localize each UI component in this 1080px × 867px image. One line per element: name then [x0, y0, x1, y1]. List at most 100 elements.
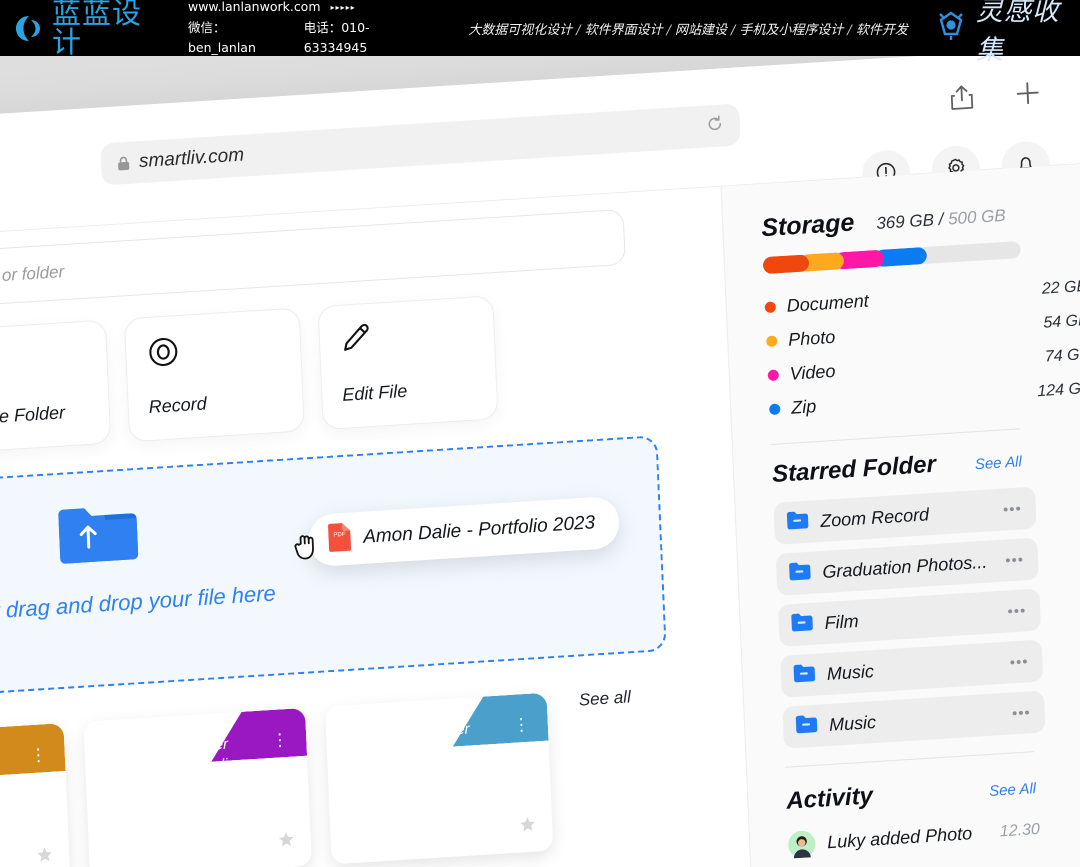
folder-card[interactable]: Forcasting October 2023 by Amon Dalie La… [83, 708, 311, 867]
activity-title: Activity [785, 782, 874, 815]
services-list: 大数据可视化设计 / 软件界面设计 / 网站建设 / 手机及小程序设计 / 软件开发 [468, 22, 908, 38]
plus-icon[interactable] [1014, 79, 1041, 112]
reload-icon[interactable] [705, 114, 724, 138]
more-vertical-icon[interactable]: ⋮ [29, 745, 48, 766]
activity-text: Luky added Photo [826, 823, 973, 853]
folder-card-edited: Last edited 13.00 [346, 824, 459, 848]
starred-see-all[interactable]: See All [974, 453, 1023, 474]
folder-name: Graduation Photos... [821, 551, 988, 582]
legend-value: 74 GB [1044, 345, 1080, 366]
browser-window: smartliv.com [0, 56, 1080, 867]
star-icon[interactable] [277, 831, 295, 854]
edit-file-label: Edit File [341, 380, 408, 405]
pdf-icon: PDF [326, 521, 353, 558]
folder-card-title: Forcasting October 2023 by Susanti [341, 720, 470, 766]
star-icon[interactable] [519, 816, 537, 839]
brand-logo: 蓝蓝设计 [14, 0, 164, 57]
mockup-stage: smartliv.com [0, 56, 1080, 867]
quick-actions: Upload Create Folder Record [0, 281, 730, 469]
service-item: 大数据可视化设计 [468, 22, 573, 38]
storage-segment-document [762, 254, 810, 275]
ellipsis-icon[interactable]: ••• [1007, 601, 1027, 621]
main-column: Upload Create Folder Record [0, 187, 759, 867]
legend-label: Video [789, 360, 836, 384]
url-text: smartliv.com [138, 144, 245, 173]
service-item: 网站建设 [675, 22, 728, 38]
legend-label: Zip [790, 395, 817, 418]
legend-dot [764, 300, 777, 313]
avatar [787, 830, 816, 859]
storage-title: Storage [760, 208, 855, 243]
legend-label: Photo [787, 326, 836, 350]
activity-section: Activity See All Luky added Photo 12.30 [786, 768, 1080, 859]
folder-icon [788, 560, 812, 587]
star-icon[interactable] [36, 846, 54, 867]
list-item[interactable]: Graduation Photos... ••• [775, 537, 1039, 596]
side-panel: Storage 369 GB / 500 GB [720, 161, 1080, 867]
list-item[interactable]: Film ••• [777, 588, 1042, 647]
panel-divider [784, 751, 1035, 768]
folder-name: Film [824, 610, 860, 633]
dropzone-label: Click or drag and drop your file here [0, 580, 277, 627]
activity-item[interactable]: Luky added Photo 12.30 [787, 816, 1041, 859]
record-label: Record [148, 393, 208, 418]
svg-text:PDF: PDF [333, 531, 346, 538]
service-item: 手机及小程序设计 [739, 22, 844, 38]
folder-upload-icon [0, 488, 274, 587]
activity-time: 12.30 [999, 820, 1041, 840]
app-body: Search file or folder Upload [0, 161, 1080, 867]
dragged-file-name: Amon Dalie - Portfolio 2023 [362, 512, 596, 548]
legend-value: 54 GB [1043, 311, 1080, 332]
site-banner: 蓝蓝设计 www.lanlanwork.com ▸▸▸▸▸ 微信：ben_lan… [0, 0, 1080, 66]
dropzone-content: Click or drag and drop your file here [0, 488, 276, 629]
folder-card-title: Forcasting October 2023 by Amon Dalie [0, 749, 10, 797]
folder-icon [786, 509, 810, 536]
starred-folder-list: Zoom Record ••• Graduation Photos... •••… [773, 486, 1046, 749]
dragged-file-chip[interactable]: PDF Amon Dalie - Portfolio 2023 [294, 495, 621, 568]
more-vertical-icon[interactable]: ⋮ [270, 729, 289, 750]
folder-name: Zoom Record [819, 503, 930, 531]
folder-card-list: Forcasting October 2023 by Jhonny Last e… [0, 685, 675, 867]
list-item[interactable]: Music ••• [780, 639, 1044, 698]
folder-card-edited: Last edited 13.00 [104, 839, 217, 863]
ellipsis-icon[interactable]: ••• [1004, 550, 1025, 570]
folder-name: Music [828, 711, 877, 735]
edit-file-button[interactable]: Edit File [317, 295, 499, 431]
ellipsis-icon[interactable]: ••• [1011, 703, 1032, 722]
starred-header: Starred Folder See All [772, 445, 1023, 489]
folder-name: Music [826, 660, 875, 684]
record-button[interactable]: Record [123, 307, 305, 443]
service-item: 软件界面设计 [584, 22, 663, 38]
share-icon[interactable] [948, 83, 975, 118]
pencil-icon [340, 323, 373, 360]
activity-see-all[interactable]: See All [988, 780, 1037, 801]
storage-usage: 369 GB / 500 GB [875, 205, 1007, 233]
record-icon [147, 337, 182, 374]
address-bar[interactable]: smartliv.com [100, 103, 741, 186]
create-folder-button[interactable]: Create Folder [0, 319, 112, 455]
folder-card[interactable]: Forcasting October 2023 by Susanti Last … [325, 693, 553, 865]
legend-value: 22 GB [1041, 277, 1080, 298]
more-vertical-icon[interactable]: ⋮ [512, 714, 531, 735]
inspiration-brand: 灵感收集 [934, 0, 1080, 67]
chrome-actions [948, 78, 1041, 117]
website-url: www.lanlanwork.com [187, 0, 321, 15]
recent-see-all[interactable]: See all [578, 687, 632, 710]
file-dropzone[interactable]: Click or drag and drop your file here PD… [0, 435, 667, 709]
activity-header: Activity See All [786, 772, 1037, 816]
folder-icon [792, 662, 816, 689]
legend-label: Document [786, 290, 870, 316]
arrows-icon: ▸▸▸▸▸ [330, 2, 356, 12]
list-item[interactable]: Music ••• [782, 690, 1046, 749]
phone-info: 电话：010-63334945 [303, 19, 370, 56]
folder-card[interactable]: Forcasting October 2023 by Amon Dalie La… [0, 723, 70, 867]
list-item[interactable]: Zoom Record ••• [773, 486, 1037, 545]
storage-legend: Document 22 GB Photo 54 GB Video 74 GB [764, 270, 1080, 426]
legend-dot [767, 368, 780, 381]
inspiration-logo-icon [934, 10, 968, 47]
recent-folders-section: See all Forcasting October 2023 by Jhonn… [0, 685, 675, 867]
ellipsis-icon[interactable]: ••• [1009, 652, 1029, 671]
storage-bar [762, 240, 1021, 275]
service-item: 软件开发 [855, 22, 908, 38]
ellipsis-icon[interactable]: ••• [1002, 499, 1023, 519]
